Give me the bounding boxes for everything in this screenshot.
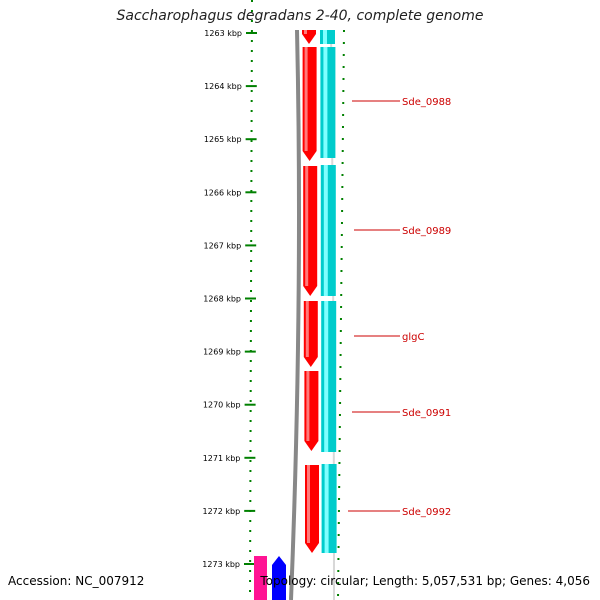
gene-arrow-highlight <box>304 47 308 151</box>
tick-label: 1272 kbp <box>202 507 240 516</box>
gene-arrow-highlight <box>307 465 310 543</box>
tick-label: 1269 kbp <box>203 348 241 357</box>
cds-bar-highlight <box>323 165 328 296</box>
tick-label: 1273 kbp <box>202 560 240 569</box>
gene-label: glgC <box>402 332 424 343</box>
cds-bar <box>320 30 335 44</box>
tick-label: 1265 kbp <box>204 135 242 144</box>
cds-bar <box>320 47 336 158</box>
map-title: Saccharophagus degradans 2-40, complete … <box>116 8 484 24</box>
gene-label: Sde_0989 <box>402 226 451 237</box>
ruler-dotted-line-right <box>337 29 345 600</box>
tick-label: 1270 kbp <box>203 401 241 410</box>
cds-bar <box>321 464 337 553</box>
ruler-dotted-line <box>249 0 253 600</box>
cds-bar-highlight <box>323 47 328 158</box>
cds-bar-highlight <box>324 464 329 553</box>
feature-blue <box>272 556 286 600</box>
genome-backbone <box>289 29 301 600</box>
tick-label: 1266 kbp <box>204 188 242 197</box>
cds-bar <box>321 301 337 452</box>
gene-arrow-highlight <box>305 166 309 286</box>
tick-label: 1267 kbp <box>203 241 241 250</box>
tick-label: 1271 kbp <box>203 454 241 463</box>
gene-arrow-highlight <box>306 371 310 441</box>
tick-label: 1263 kbp <box>204 29 242 38</box>
accession-label: Accession: NC_007912 <box>8 574 145 588</box>
gene-label: Sde_0992 <box>402 507 451 518</box>
feature-magenta <box>254 556 267 600</box>
gene-arrow-highlight <box>305 301 309 357</box>
cds-bar <box>320 165 336 296</box>
tick-label: 1264 kbp <box>204 82 242 91</box>
tick-label: 1268 kbp <box>203 295 241 304</box>
cds-bar-highlight <box>324 301 329 452</box>
cds-bar-highlight <box>323 30 327 44</box>
gene-arrow-highlight <box>304 30 307 34</box>
gene-label: Sde_0988 <box>402 97 451 108</box>
gene-label: Sde_0991 <box>402 408 451 419</box>
topology-label: Topology: circular; Length: 5,057,531 bp… <box>260 574 590 588</box>
